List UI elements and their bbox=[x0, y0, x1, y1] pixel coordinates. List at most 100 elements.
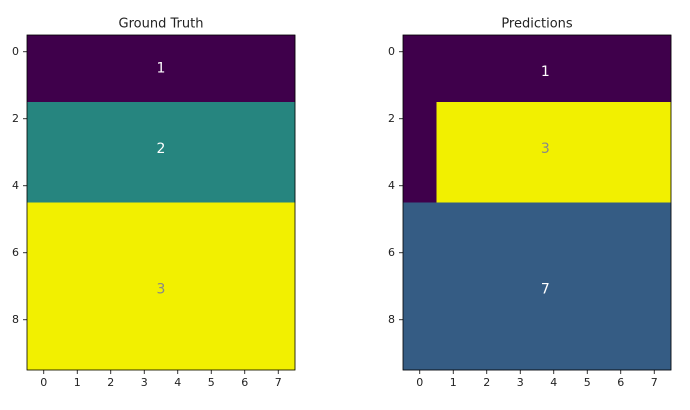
cell bbox=[127, 35, 162, 69]
cell bbox=[261, 269, 296, 304]
cell bbox=[161, 135, 195, 170]
cell bbox=[194, 35, 229, 69]
cell bbox=[60, 102, 95, 136]
cell bbox=[403, 336, 437, 371]
cell bbox=[161, 202, 195, 237]
cell bbox=[637, 135, 672, 170]
cell bbox=[604, 35, 638, 69]
chart-title: Predictions bbox=[501, 17, 573, 32]
cell bbox=[228, 135, 262, 170]
cell bbox=[403, 269, 437, 304]
cell bbox=[261, 202, 296, 237]
cell bbox=[503, 102, 538, 136]
x-tick-label: 2 bbox=[107, 376, 114, 389]
cell bbox=[127, 102, 162, 136]
cell bbox=[194, 269, 229, 304]
cell bbox=[60, 202, 95, 237]
cell bbox=[436, 303, 471, 337]
cell bbox=[161, 169, 195, 203]
cell bbox=[637, 202, 672, 237]
cell bbox=[570, 102, 605, 136]
cell bbox=[604, 169, 638, 203]
chart-title: Ground Truth bbox=[119, 17, 204, 32]
cell bbox=[261, 35, 296, 69]
y-tick-label: 0 bbox=[12, 45, 19, 58]
cell bbox=[570, 202, 605, 237]
y-tick-label: 4 bbox=[388, 179, 395, 192]
cell bbox=[94, 68, 128, 103]
cell bbox=[436, 102, 471, 136]
cell bbox=[470, 336, 504, 371]
cell bbox=[27, 303, 61, 337]
x-tick-label: 1 bbox=[450, 376, 457, 389]
y-tick-label: 4 bbox=[12, 179, 19, 192]
x-tick-label: 6 bbox=[617, 376, 624, 389]
cell bbox=[161, 102, 195, 136]
x-tick-label: 5 bbox=[584, 376, 591, 389]
cell bbox=[436, 269, 471, 304]
cell bbox=[60, 68, 95, 103]
cell bbox=[94, 135, 128, 170]
cell bbox=[94, 35, 128, 69]
cell bbox=[60, 169, 95, 203]
cell bbox=[261, 236, 296, 270]
cell bbox=[228, 202, 262, 237]
cell bbox=[537, 135, 571, 170]
cell bbox=[27, 169, 61, 203]
cell bbox=[228, 102, 262, 136]
y-tick-label: 8 bbox=[388, 313, 395, 326]
cell bbox=[503, 35, 538, 69]
cell bbox=[194, 68, 229, 103]
cell bbox=[228, 336, 262, 371]
cell bbox=[403, 35, 437, 69]
cell bbox=[403, 102, 437, 136]
cell bbox=[570, 68, 605, 103]
cell bbox=[94, 202, 128, 237]
cell bbox=[261, 336, 296, 371]
cell bbox=[604, 303, 638, 337]
cell bbox=[94, 236, 128, 270]
cell bbox=[228, 35, 262, 69]
axes-frame bbox=[402, 34, 672, 371]
cell bbox=[261, 102, 296, 136]
cell bbox=[194, 169, 229, 203]
cell bbox=[403, 236, 437, 270]
cell bbox=[403, 135, 437, 170]
cell bbox=[604, 236, 638, 270]
x-tick-label: 3 bbox=[141, 376, 148, 389]
cell bbox=[436, 236, 471, 270]
annotation: 3 bbox=[541, 141, 550, 157]
cell bbox=[127, 169, 162, 203]
cell bbox=[470, 102, 504, 136]
y-tick-label: 2 bbox=[388, 112, 395, 125]
cell bbox=[194, 336, 229, 371]
cell bbox=[161, 269, 195, 304]
cell bbox=[436, 169, 471, 203]
cell bbox=[604, 336, 638, 371]
x-tick-label: 0 bbox=[416, 376, 423, 389]
cell bbox=[261, 303, 296, 337]
cell bbox=[604, 102, 638, 136]
cell bbox=[470, 236, 504, 270]
cell bbox=[537, 269, 571, 304]
cell bbox=[27, 269, 61, 304]
cell bbox=[637, 102, 672, 136]
cell bbox=[261, 169, 296, 203]
x-tick-label: 7 bbox=[275, 376, 282, 389]
x-tick-label: 0 bbox=[40, 376, 47, 389]
cell bbox=[228, 269, 262, 304]
cell bbox=[537, 35, 571, 69]
cell bbox=[637, 269, 672, 304]
cell bbox=[228, 236, 262, 270]
cell bbox=[570, 135, 605, 170]
cell bbox=[194, 236, 229, 270]
x-tick-label: 2 bbox=[483, 376, 490, 389]
cell bbox=[94, 269, 128, 304]
cell bbox=[570, 336, 605, 371]
cell bbox=[503, 202, 538, 237]
cell bbox=[60, 135, 95, 170]
cell bbox=[503, 169, 538, 203]
cell bbox=[537, 303, 571, 337]
cell bbox=[127, 303, 162, 337]
